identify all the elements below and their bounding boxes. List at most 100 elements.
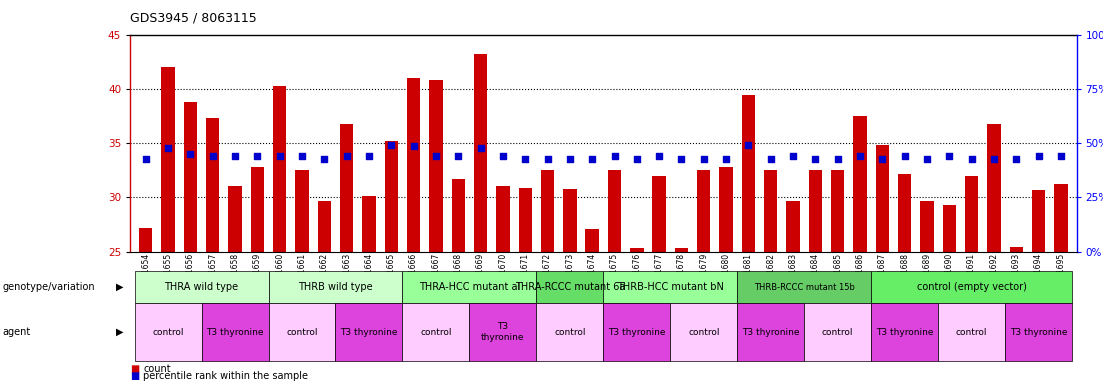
Point xyxy=(606,153,623,159)
Bar xyxy=(764,170,778,252)
Point xyxy=(182,151,200,157)
Text: ■: ■ xyxy=(130,371,139,381)
Bar xyxy=(474,54,488,252)
Point xyxy=(628,156,645,162)
Bar xyxy=(340,124,353,252)
Point xyxy=(361,153,378,159)
Point xyxy=(405,143,422,149)
Point xyxy=(427,153,445,159)
Point xyxy=(896,153,913,159)
Point xyxy=(583,156,601,162)
Text: percentile rank within the sample: percentile rank within the sample xyxy=(143,371,309,381)
Point xyxy=(293,153,311,159)
Point xyxy=(941,153,959,159)
Bar xyxy=(653,175,666,252)
Bar xyxy=(274,86,287,252)
Text: T3 thyronine: T3 thyronine xyxy=(608,328,665,337)
Bar xyxy=(943,205,956,252)
Point xyxy=(449,153,467,159)
Point xyxy=(561,156,579,162)
Bar xyxy=(385,141,398,252)
Bar xyxy=(206,118,219,252)
Bar xyxy=(518,187,532,252)
Bar xyxy=(1009,247,1022,252)
Bar xyxy=(407,78,420,252)
Point xyxy=(717,156,735,162)
Bar xyxy=(854,116,867,252)
Bar xyxy=(1032,190,1046,252)
Bar xyxy=(161,67,174,252)
Text: THRA-RCCC mutant 6a: THRA-RCCC mutant 6a xyxy=(515,282,625,292)
Point xyxy=(918,156,935,162)
Point xyxy=(1007,156,1025,162)
Text: count: count xyxy=(143,364,171,374)
Point xyxy=(338,153,355,159)
Text: ■: ■ xyxy=(130,364,139,374)
Bar xyxy=(920,200,933,252)
Bar xyxy=(184,102,197,252)
Point xyxy=(538,156,556,162)
Text: control: control xyxy=(420,328,452,337)
Point xyxy=(828,156,846,162)
Text: control (empty vector): control (empty vector) xyxy=(917,282,1027,292)
Point xyxy=(516,156,534,162)
Point xyxy=(673,156,690,162)
Text: control: control xyxy=(287,328,318,337)
Text: control: control xyxy=(554,328,586,337)
Point xyxy=(784,153,802,159)
Bar xyxy=(808,170,822,252)
Point xyxy=(315,156,333,162)
Bar xyxy=(362,196,376,252)
Point xyxy=(204,153,222,159)
Text: THRB-HCC mutant bN: THRB-HCC mutant bN xyxy=(617,282,724,292)
Bar xyxy=(429,80,442,252)
Point xyxy=(271,153,289,159)
Text: THRB-RCCC mutant 15b: THRB-RCCC mutant 15b xyxy=(753,283,855,291)
Bar xyxy=(786,200,800,252)
Bar xyxy=(719,167,732,252)
Text: T3
thyronine: T3 thyronine xyxy=(481,323,525,342)
Text: genotype/variation: genotype/variation xyxy=(2,282,95,292)
Bar xyxy=(564,189,577,252)
Point xyxy=(248,153,266,159)
Bar xyxy=(898,174,911,252)
Point xyxy=(963,156,981,162)
Text: T3 thyronine: T3 thyronine xyxy=(1010,328,1068,337)
Text: control: control xyxy=(152,328,184,337)
Point xyxy=(651,153,668,159)
Text: control: control xyxy=(956,328,987,337)
Bar xyxy=(318,200,331,252)
Bar xyxy=(697,170,710,252)
Text: GDS3945 / 8063115: GDS3945 / 8063115 xyxy=(130,12,257,25)
Bar xyxy=(675,248,688,252)
Text: THRA-HCC mutant al: THRA-HCC mutant al xyxy=(419,282,520,292)
Point xyxy=(1052,153,1070,159)
Text: THRB wild type: THRB wild type xyxy=(298,282,373,292)
Point xyxy=(874,156,891,162)
Bar xyxy=(296,170,309,252)
Point xyxy=(806,156,824,162)
Point xyxy=(852,153,869,159)
Bar xyxy=(540,170,554,252)
Point xyxy=(762,156,780,162)
Point xyxy=(226,153,244,159)
Bar xyxy=(139,228,152,252)
Text: T3 thyronine: T3 thyronine xyxy=(206,328,264,337)
Text: THRA wild type: THRA wild type xyxy=(164,282,238,292)
Text: ▶: ▶ xyxy=(116,327,124,337)
Bar xyxy=(630,248,643,252)
Bar xyxy=(586,229,599,252)
Bar xyxy=(876,145,889,252)
Point xyxy=(695,156,713,162)
Point xyxy=(137,156,154,162)
Bar xyxy=(965,175,978,252)
Point xyxy=(159,146,176,152)
Point xyxy=(494,153,512,159)
Text: T3 thyronine: T3 thyronine xyxy=(340,328,398,337)
Text: T3 thyronine: T3 thyronine xyxy=(742,328,800,337)
Point xyxy=(1030,153,1048,159)
Point xyxy=(985,156,1003,162)
Text: ▶: ▶ xyxy=(116,282,124,292)
Text: T3 thyronine: T3 thyronine xyxy=(876,328,933,337)
Bar xyxy=(228,186,242,252)
